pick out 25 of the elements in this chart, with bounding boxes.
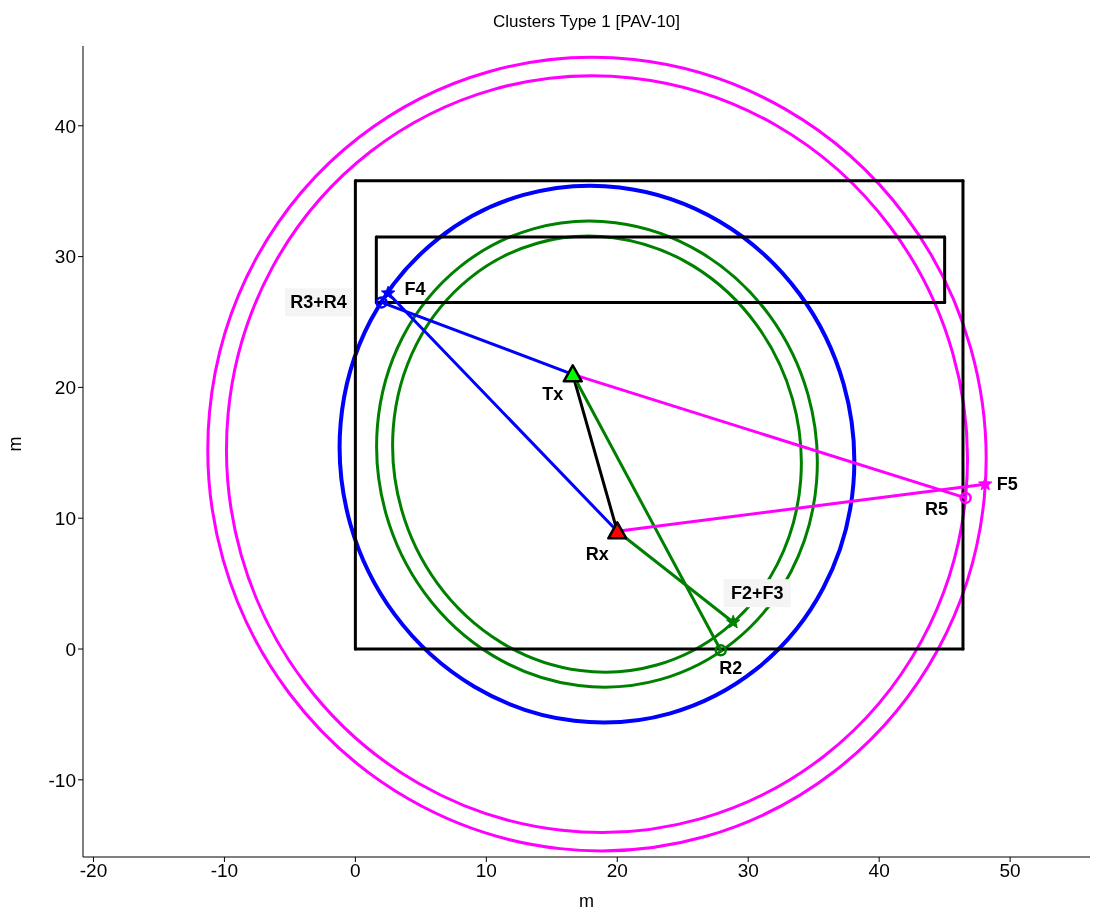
x-tick-label: -20 xyxy=(79,860,108,882)
y-tick-label: 10 xyxy=(54,507,76,529)
y-tick-label: 40 xyxy=(54,115,76,137)
x-tick-label: 20 xyxy=(606,860,628,882)
annotation: Tx xyxy=(542,384,564,405)
y-tick-label: 20 xyxy=(54,377,76,399)
x-axis-title: m xyxy=(579,891,594,911)
annotation: R5 xyxy=(925,498,949,519)
annotation: F4 xyxy=(404,279,426,300)
x-tick-label: 10 xyxy=(475,860,497,882)
y-axis-title: m xyxy=(5,436,26,452)
annotation: F5 xyxy=(996,474,1018,495)
annotation: R3+R4 xyxy=(290,292,347,313)
x-tick-label: 30 xyxy=(737,860,759,882)
annotation: Rx xyxy=(585,544,609,565)
annotation: R2 xyxy=(719,658,743,679)
chart-title: Clusters Type 1 [PAV-10] xyxy=(491,12,682,32)
y-tick-label: -10 xyxy=(48,769,76,791)
y-tick-label: 30 xyxy=(54,246,76,268)
x-tick-label: -10 xyxy=(210,860,239,882)
x-tick-label: 0 xyxy=(350,860,361,882)
y-tick-label: 0 xyxy=(65,638,76,660)
x-tick-label: 40 xyxy=(868,860,890,882)
annotation: F2+F3 xyxy=(730,583,784,604)
x-tick-label: 50 xyxy=(999,860,1021,882)
